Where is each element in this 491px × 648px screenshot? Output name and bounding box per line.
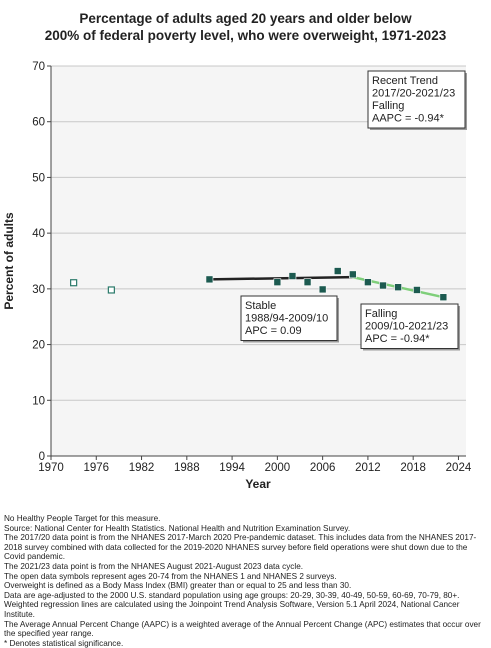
x-tick-label-1988: 1988 [174,462,200,474]
annotation-stable-line-1: 1988/94-2009/10 [245,313,328,325]
note-5: Overweight is defined as a Body Mass Ind… [4,581,352,591]
annotation-falling-line-0: Falling [365,308,397,320]
annotation-falling-box [360,303,459,349]
note-3: The 2021/23 data point is from the NHANE… [4,561,304,571]
x-tick-label-2012: 2012 [355,462,381,474]
filled-point-2 [288,272,297,280]
filled-point-3 [303,278,312,286]
overweight-trend-chart: 0 10 20 30 40 50 60 70 1970 1976 1982 1988 1994 2000 2… [2,61,472,491]
y-axis-label: Percent of adults [2,212,16,310]
annotation-falling-line-1: 2009/10-2021/23 [365,321,448,333]
filled-point-5 [333,267,342,275]
note-0: No Healthy People Target for this measur… [4,514,161,523]
x-axis-label: Year [245,477,271,491]
chart-title-line-2: 200% of federal poverty level, who were … [44,28,447,43]
note-9: * Denotes statistical significance. [4,638,124,648]
note-8: The Average Annual Percent Change (AAPC)… [4,619,481,639]
y-tick-label-10: 10 [32,395,45,407]
x-tick-label-1994: 1994 [219,462,245,474]
x-tick-label-1970: 1970 [38,462,64,474]
y-tick-label-50: 50 [32,172,45,184]
filled-point-7 [364,278,372,286]
note-7: Weighted regression lines are calculated… [4,600,460,619]
annotation-recent-line-0: Recent Trend [372,75,438,87]
trend-line-stable [208,275,355,281]
filled-point-4 [318,285,327,294]
filled-point-8 [379,281,387,290]
tick-labels: 0 10 20 30 40 50 60 70 1970 1976 1982 1988 1994 2000 2… [32,61,472,474]
filled-point-11 [439,293,448,302]
y-tick-label-60: 60 [32,117,45,129]
y-tick-label-0: 0 [39,451,45,463]
chart-title: Percentage of adults aged 20 years and o… [0,10,491,44]
plot-background [51,66,466,456]
y-tick-label-20: 20 [32,340,45,352]
note-6: Data are age-adjusted to the 2000 U.S. s… [4,590,460,600]
x-tick-label-1982: 1982 [129,462,155,474]
note-4: The open data symbols represent ages 20-… [4,571,337,581]
chart-title-line-1: Percentage of adults aged 20 years and o… [79,11,412,26]
x-tick-label-2018: 2018 [400,462,426,474]
data-points [70,267,448,302]
filled-point-6 [349,270,357,279]
annotation-recent-line-3: AAPC = -0.94* [372,113,445,125]
open-point-0 [70,279,78,287]
open-point-1 [107,286,115,294]
x-tick-label-2000: 2000 [265,462,291,474]
filled-point-1 [273,278,282,286]
y-tick-label-40: 40 [32,228,45,240]
filled-point-9 [394,283,402,291]
annotation-stable-box [240,295,338,341]
y-tick-label-30: 30 [32,284,45,296]
annotation-recent-box [367,70,466,129]
x-tick-label-1976: 1976 [83,462,109,474]
annotation-stable-line-0: Stable [245,300,276,312]
filled-point-0 [205,275,214,284]
x-tick-label-2006: 2006 [310,462,336,474]
footnotes: No Healthy People Target for this measur… [4,514,488,648]
note-2: The 2017/20 data point is from the NHANE… [4,533,477,562]
annotation-recent-line-1: 2017/20-2021/23 [372,88,455,100]
annotation-stable-line-2: APC = 0.09 [245,325,302,337]
axes [47,65,466,460]
x-tick-label-2024: 2024 [446,462,472,474]
grid-lines [51,65,466,401]
filled-point-10 [413,286,421,294]
note-1: Source: National Center for Health Stati… [4,523,351,533]
annotation-recent-line-2: Falling [372,100,404,112]
annotation-falling-line-2: APC = -0.94* [365,333,430,345]
y-tick-label-70: 70 [32,61,45,73]
